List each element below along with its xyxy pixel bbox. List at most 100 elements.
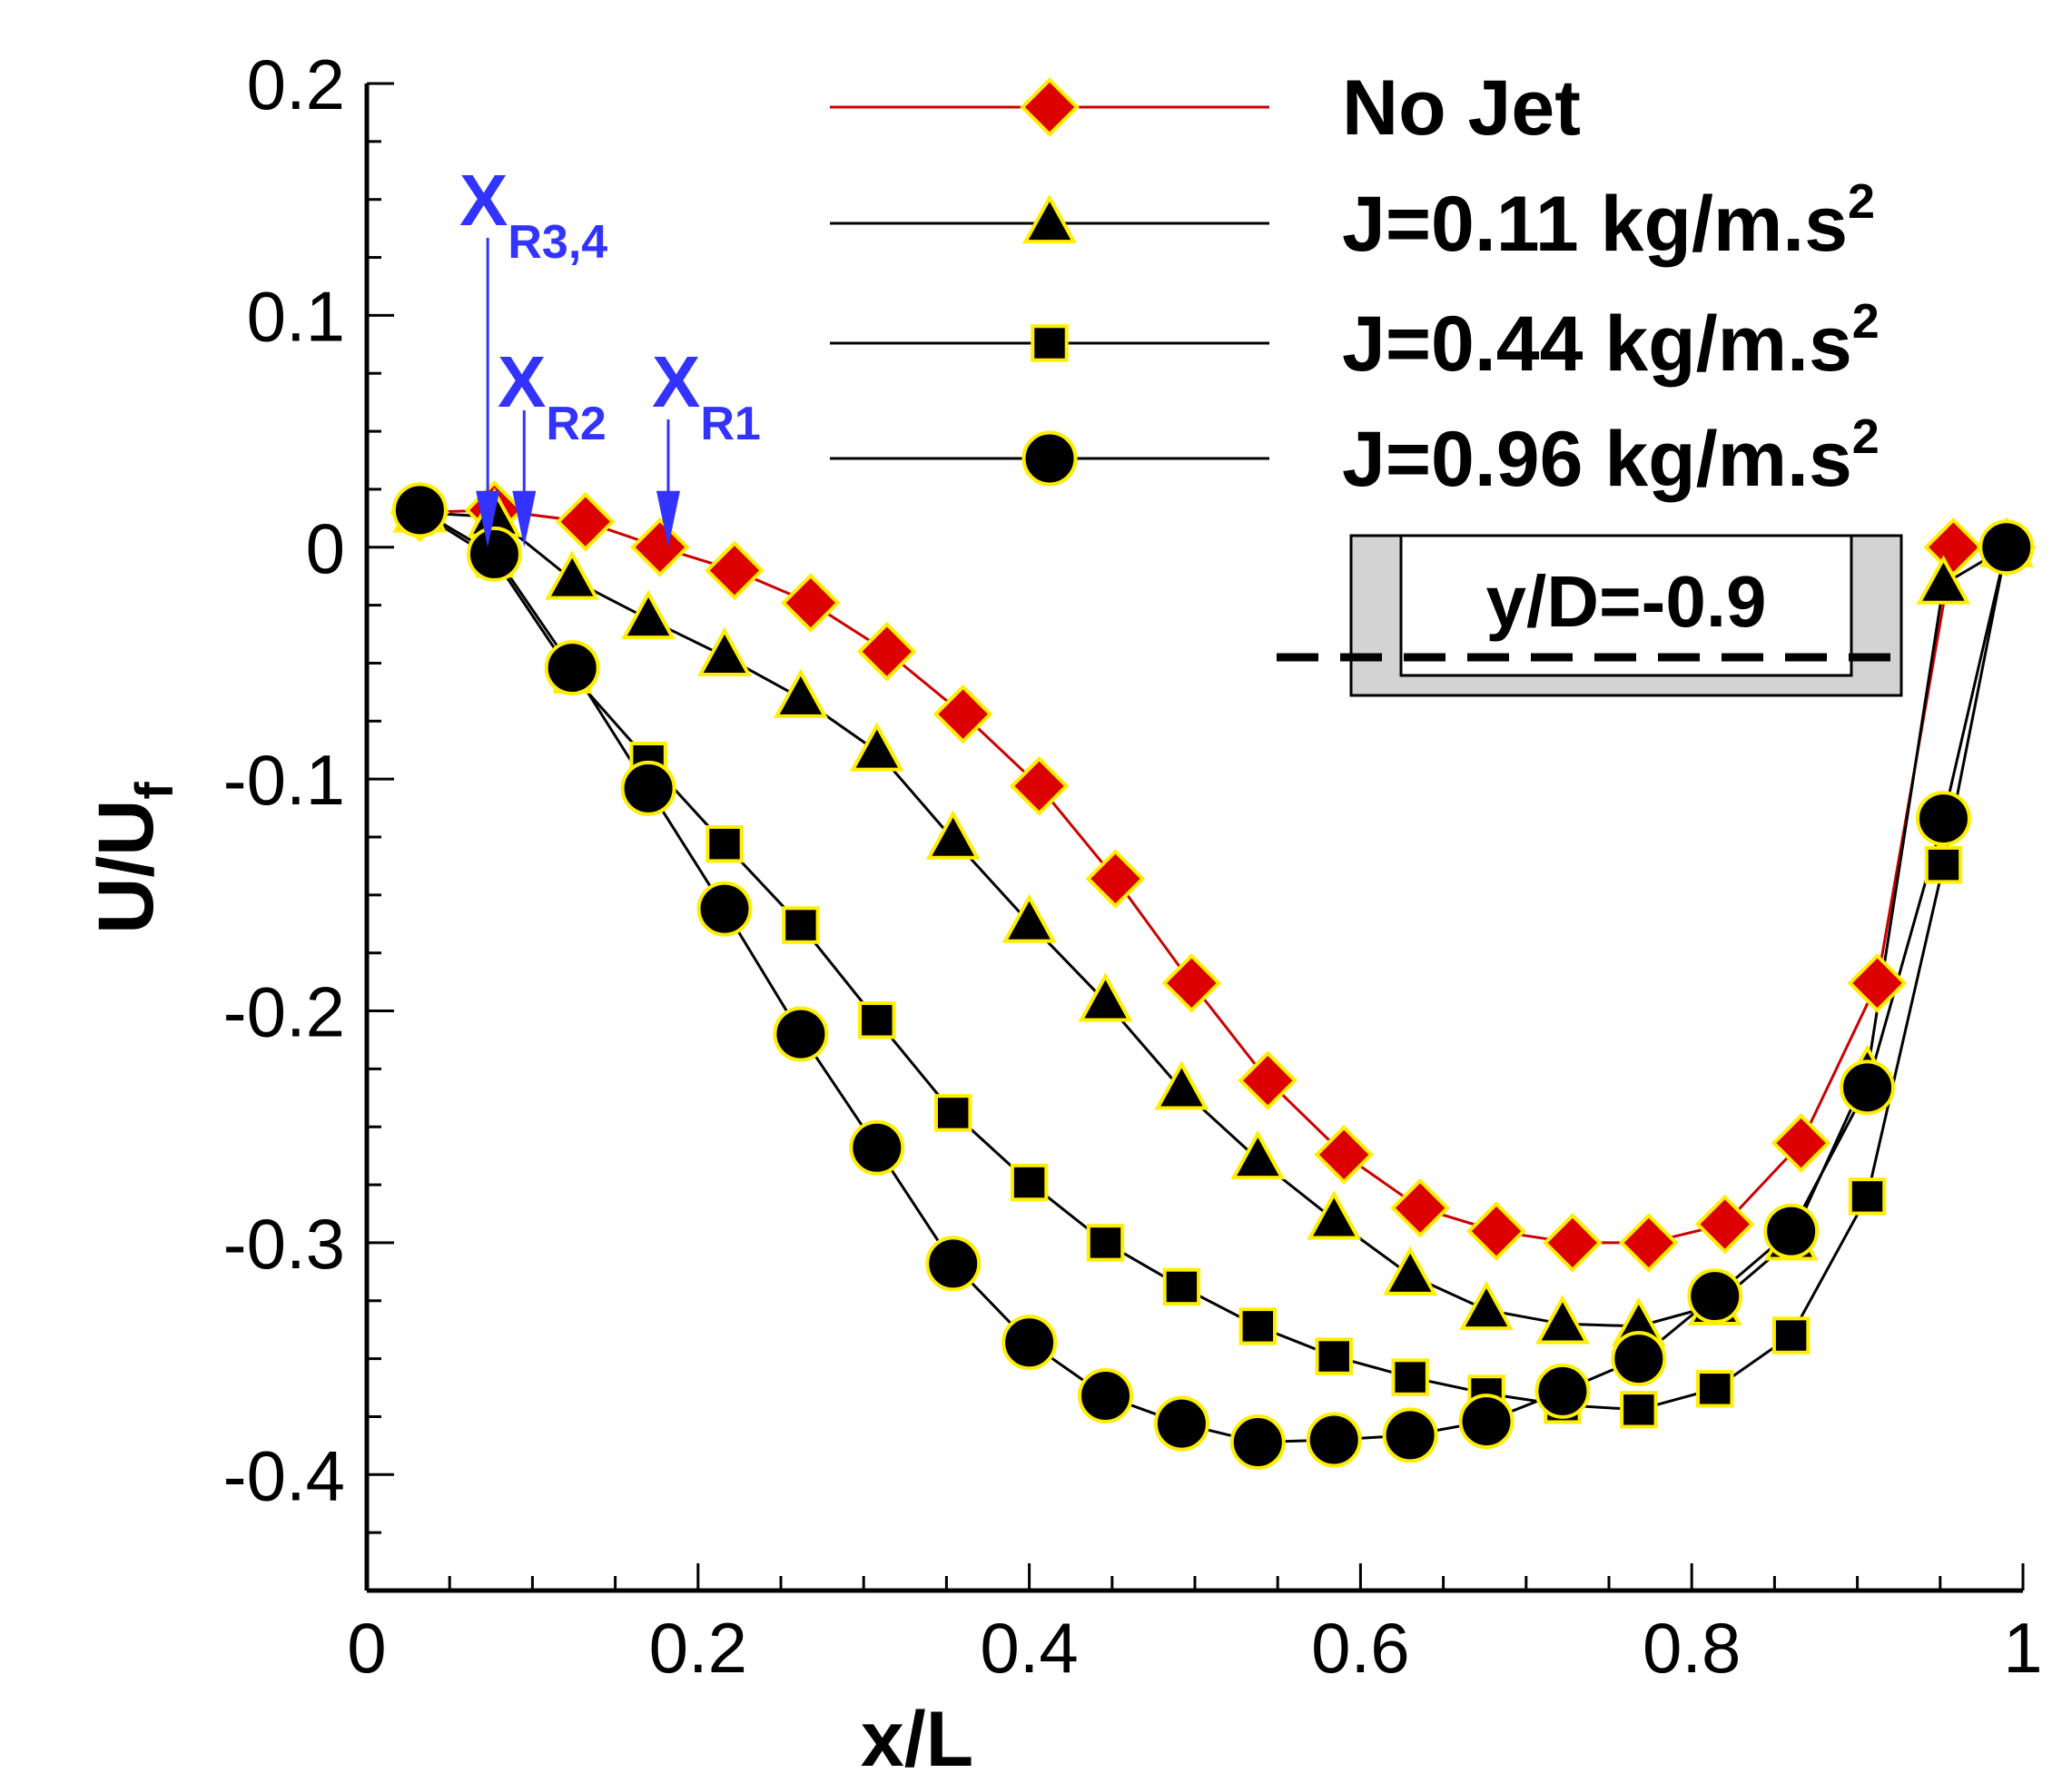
diamond-marker [1618,1213,1679,1273]
y-tick-label: -0.4 [223,1435,345,1515]
triangle-marker [1154,1060,1209,1110]
square-marker [1391,1358,1429,1396]
y-tick-label: -0.3 [223,1204,345,1284]
diamond-marker [1238,1050,1298,1110]
circle-marker [696,881,753,937]
circle-marker [466,526,522,582]
x-tick-label: 0.4 [980,1608,1078,1688]
square-marker [1848,1177,1887,1216]
legend-item-3: J=0.44 kg/m.s2 [830,294,1880,388]
circle-marker [1458,1394,1515,1450]
inset-label: y/D=-0.9 [1485,561,1766,642]
x-tick-label: 1 [2003,1608,2042,1688]
diamond-marker [1085,849,1146,909]
legend-label-sup: 2 [1848,174,1875,229]
triangle-marker [1307,1190,1362,1240]
square-marker [1696,1370,1734,1408]
diamond-marker [1847,953,1908,1013]
annotation-arrow-head [656,490,680,547]
triangle-marker [696,626,752,676]
circle-marker [1229,1414,1286,1471]
series-line-4 [419,508,2008,1444]
circle-marker [1840,1059,1896,1116]
legend-item-1: No Jet [830,64,1581,152]
diamond-marker [1009,755,1070,816]
diamond-marker [705,540,765,601]
circle-marker [1382,1407,1438,1463]
diamond-marker [856,621,917,682]
square-marker [858,1001,896,1039]
annotation-label-sub: R3,4 [508,216,607,269]
y-tick-label: 0.2 [247,44,345,124]
annotation-label: XR3,4 [459,160,607,269]
triangle-marker [621,589,676,640]
circle-marker [620,760,676,816]
y-tick-label: 0 [306,508,345,588]
square-marker [1238,1307,1278,1345]
square-marker [933,1094,972,1132]
circle-marker [1763,1203,1820,1259]
annotation-arrow-head [476,490,500,547]
diamond-marker [1694,1194,1755,1255]
y-tick-label: -0.2 [223,972,345,1052]
x-tick-label: 0.8 [1643,1608,1741,1688]
diamond-marker [1466,1201,1526,1261]
square-marker [1010,1163,1049,1202]
annotation-label-main: X [498,341,546,422]
legend-item-4: J=0.96 kg/m.s2 [830,409,1880,503]
circle-marker [1001,1315,1058,1371]
inset-box: y/D=-0.9 [1277,534,1903,697]
svg-text:U/Uf: U/Uf [83,782,184,934]
annotation-label-main: X [459,160,508,241]
legend-label: J=0.96 kg/m.s2 [1342,409,1880,503]
circle-marker [1021,430,1078,487]
triangle-marker [1001,893,1057,943]
square-marker [1771,1316,1811,1354]
annotation-label: XR2 [498,341,607,450]
x-axis-title: x/L [861,1696,973,1783]
circle-marker [1153,1395,1209,1452]
series-markers-4 [391,482,2035,1471]
legend-item-2: J=0.11 kg/m.s2 [830,174,1875,268]
triangle-marker [1534,1295,1590,1345]
legend-label-main: J=0.96 kg/m.s [1342,416,1852,503]
square-marker [1620,1391,1658,1429]
diamond-marker [1771,1113,1831,1173]
legend-label-main: J=0.44 kg/m.s [1342,300,1852,388]
series [390,480,2037,1471]
circle-marker [391,482,448,538]
square-marker [1315,1337,1353,1375]
legend-label-main: J=0.11 kg/m.s [1342,181,1848,268]
square-marker [782,906,820,944]
circle-marker [1978,519,2035,576]
triangle-marker [1230,1129,1286,1180]
circle-marker [1687,1268,1743,1325]
circle-marker [1915,791,1971,847]
y-axis-title-main: U/U [83,800,170,934]
series-line-1 [419,508,2007,1245]
diamond-marker [1543,1213,1603,1273]
annotation-xr34: XR3,4 [459,160,607,547]
y-tick-label: -0.1 [223,740,345,820]
diamond-marker [555,491,616,552]
inset-inner-rect [1399,534,1853,677]
triangle-marker [1916,555,1971,605]
triangle-marker [1383,1246,1438,1295]
x-tick-label: 0 [347,1608,386,1688]
circle-marker [544,640,600,696]
axes: 0.2 0.1 0 -0.1 -0.2 -0.3 -0.4 0 0.2 0.4 0.6 0.8 1 [223,44,2043,1688]
annotation-label-sub: R1 [700,398,760,450]
x-tick-label: 0.2 [649,1608,747,1688]
y-axis-title: U/Uf [83,782,184,934]
triangle-marker [773,668,828,718]
y-axis-title-sub: f [125,782,184,800]
x-tick-label: 0.6 [1311,1608,1409,1688]
triangle-marker [849,722,904,772]
square-marker [1162,1267,1201,1306]
annotation-label-main: X [652,341,700,422]
legend-label-sup: 2 [1852,409,1880,464]
legend-label: J=0.11 kg/m.s2 [1342,174,1875,268]
triangle-marker [1078,972,1133,1022]
legend-label: No Jet [1342,64,1581,152]
